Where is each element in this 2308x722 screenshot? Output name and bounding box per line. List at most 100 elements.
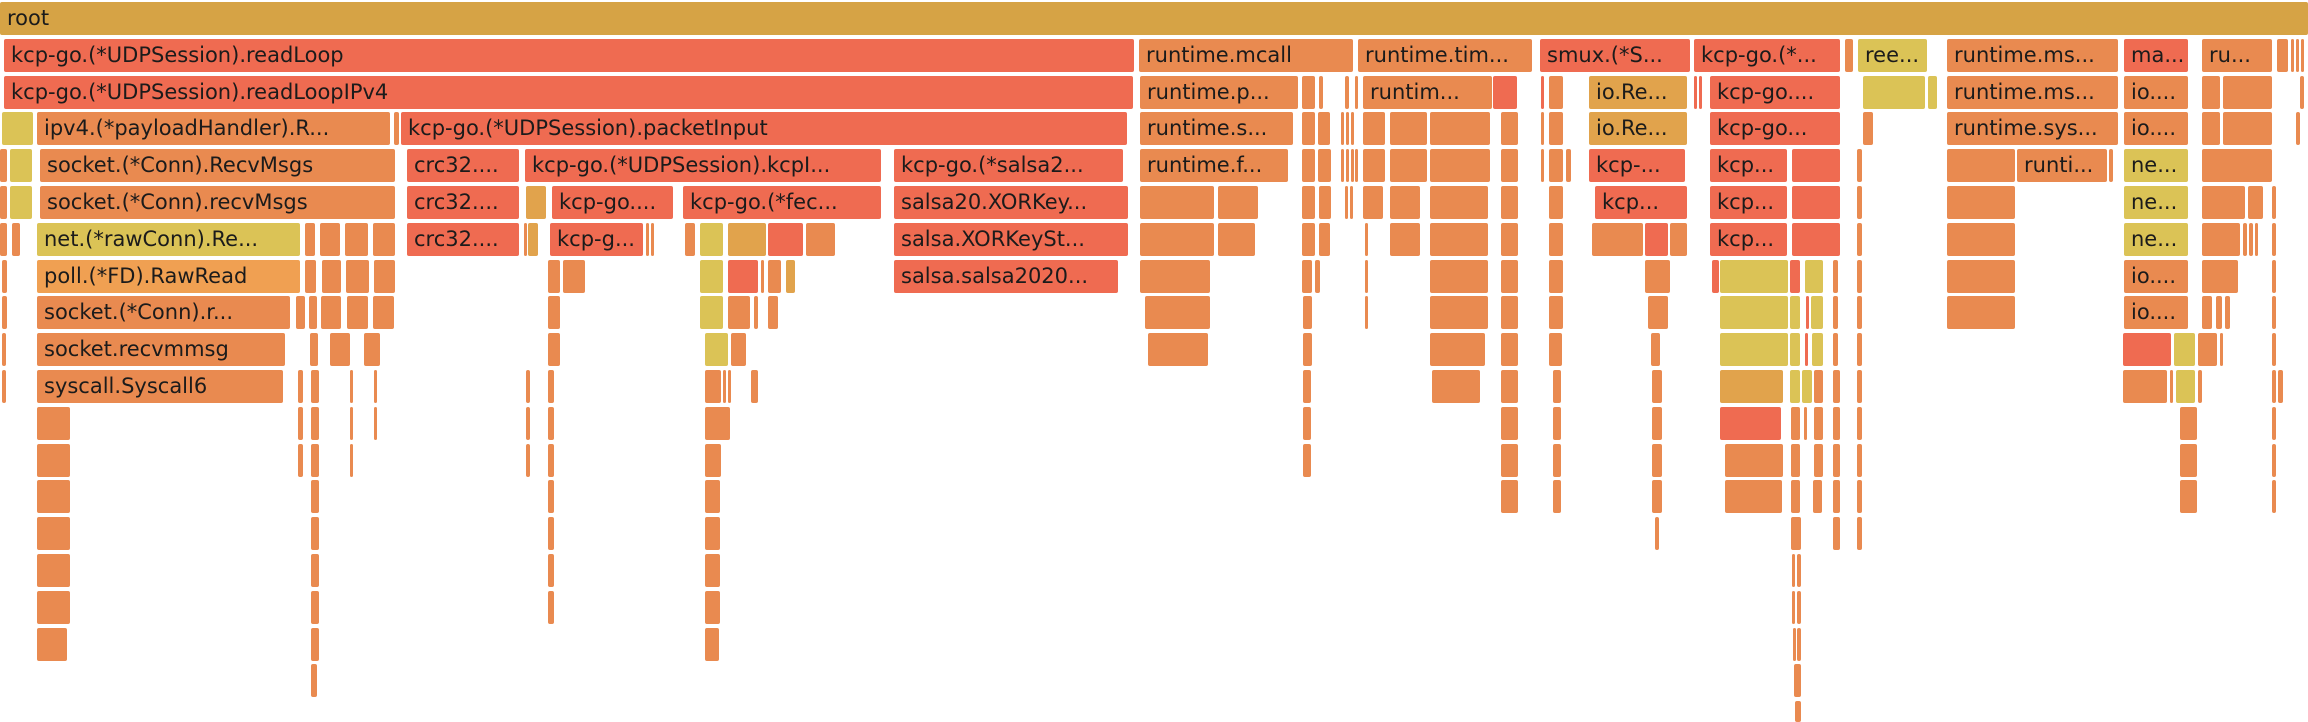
frame-root[interactable]: root <box>0 2 2308 35</box>
frame[interactable] <box>1430 333 1485 367</box>
frame[interactable] <box>320 222 340 256</box>
frame[interactable] <box>2248 186 2263 219</box>
frame[interactable] <box>1549 186 1563 219</box>
frame[interactable] <box>728 222 766 256</box>
frame[interactable] <box>1792 149 1840 183</box>
frame[interactable] <box>1833 480 1840 514</box>
frame[interactable] <box>1792 186 1840 219</box>
frame[interactable] <box>705 370 721 403</box>
frame[interactable] <box>1501 296 1518 330</box>
frame[interactable] <box>2180 443 2197 477</box>
frame[interactable] <box>311 517 319 551</box>
frame-kcp-go[interactable]: kcp-go... <box>1710 112 1840 146</box>
frame[interactable] <box>2249 222 2253 256</box>
frame[interactable] <box>1346 149 1349 183</box>
frame[interactable] <box>1363 186 1383 219</box>
frame-runtime-f[interactable]: runtime.f... <box>1140 149 1288 183</box>
frame-kcp[interactable]: kcp... <box>1710 186 1787 219</box>
frame[interactable] <box>1725 480 1782 514</box>
frame[interactable] <box>761 259 764 293</box>
frame[interactable] <box>705 443 721 477</box>
frame[interactable] <box>1645 259 1670 293</box>
frame[interactable] <box>1365 222 1368 256</box>
frame[interactable] <box>1315 259 1320 293</box>
frame[interactable] <box>1833 296 1838 330</box>
frame[interactable] <box>1553 370 1561 403</box>
frame[interactable] <box>651 222 654 256</box>
frame[interactable] <box>2170 370 2173 403</box>
frame[interactable] <box>37 627 67 661</box>
frame[interactable] <box>1345 75 1349 109</box>
frame-runtime-ms[interactable]: runtime.ms... <box>1947 75 2118 109</box>
frame[interactable] <box>1566 149 1571 183</box>
frame[interactable] <box>1857 186 1862 219</box>
frame[interactable] <box>305 222 315 256</box>
frame[interactable] <box>1797 590 1801 624</box>
frame[interactable] <box>548 406 554 440</box>
frame[interactable] <box>322 259 341 293</box>
frame[interactable] <box>2296 112 2300 146</box>
frame[interactable] <box>1720 259 1788 293</box>
frame[interactable] <box>37 480 70 514</box>
frame-kcp[interactable]: kcp-... <box>1589 149 1685 183</box>
frame[interactable] <box>548 259 560 293</box>
frame[interactable] <box>1148 333 1208 367</box>
frame[interactable] <box>2202 112 2220 146</box>
frame[interactable] <box>705 554 720 587</box>
frame[interactable] <box>731 333 746 367</box>
frame[interactable] <box>1928 75 1937 109</box>
frame[interactable] <box>2202 186 2245 219</box>
frame[interactable] <box>728 259 758 293</box>
frame-kcp-go-udpsession-readloopipv4[interactable]: kcp-go.(*UDPSession).readLoopIPv4 <box>4 75 1133 109</box>
frame[interactable] <box>1791 443 1800 477</box>
frame-socket-recvmmsg[interactable]: socket.recvmmsg <box>37 333 285 367</box>
frame[interactable] <box>1863 112 1873 146</box>
frame[interactable] <box>526 443 530 477</box>
frame-ma[interactable]: ma... <box>2124 38 2188 72</box>
frame[interactable] <box>705 333 728 367</box>
frame[interactable] <box>2272 296 2276 330</box>
frame[interactable] <box>2202 222 2240 256</box>
frame[interactable] <box>2243 222 2247 256</box>
frame[interactable] <box>1833 406 1840 440</box>
frame[interactable] <box>2272 480 2276 514</box>
frame[interactable] <box>2296 38 2299 72</box>
frame[interactable] <box>1648 296 1668 330</box>
frame-kcp-go-udpsession-kcpi[interactable]: kcp-go.(*UDPSession).kcpI... <box>525 149 881 183</box>
frame[interactable] <box>345 222 368 256</box>
frame[interactable] <box>754 296 758 330</box>
frame[interactable] <box>705 517 720 551</box>
frame[interactable] <box>526 370 530 403</box>
frame[interactable] <box>1592 222 1643 256</box>
frame[interactable] <box>2272 370 2276 403</box>
frame[interactable] <box>1501 443 1518 477</box>
frame[interactable] <box>1302 149 1315 183</box>
frame[interactable] <box>373 296 394 330</box>
frame[interactable] <box>1791 406 1800 440</box>
frame[interactable] <box>1363 149 1385 183</box>
frame[interactable] <box>1790 296 1800 330</box>
frame-runtime-s[interactable]: runtime.s... <box>1140 112 1293 146</box>
frame[interactable] <box>12 222 20 256</box>
frame[interactable] <box>2123 333 2171 367</box>
frame[interactable] <box>1318 149 1331 183</box>
frame-ne[interactable]: ne... <box>2124 149 2188 183</box>
frame-socket-conn-r[interactable]: socket.(*Conn).r... <box>37 296 290 330</box>
frame[interactable] <box>2198 370 2202 403</box>
frame[interactable] <box>1549 259 1563 293</box>
frame[interactable] <box>1501 149 1518 183</box>
frame[interactable] <box>1319 75 1323 109</box>
frame[interactable] <box>311 480 319 514</box>
frame[interactable] <box>786 259 795 293</box>
frame[interactable] <box>0 186 7 219</box>
frame[interactable] <box>1430 112 1490 146</box>
frame[interactable] <box>1140 222 1214 256</box>
frame[interactable] <box>548 590 554 624</box>
frame-runtime-p[interactable]: runtime.p... <box>1140 75 1298 109</box>
frame[interactable] <box>1833 517 1840 551</box>
frame[interactable] <box>1501 259 1518 293</box>
frame[interactable] <box>2 112 33 146</box>
frame[interactable] <box>1549 149 1563 183</box>
frame[interactable] <box>1802 370 1812 403</box>
frame[interactable] <box>350 370 353 403</box>
